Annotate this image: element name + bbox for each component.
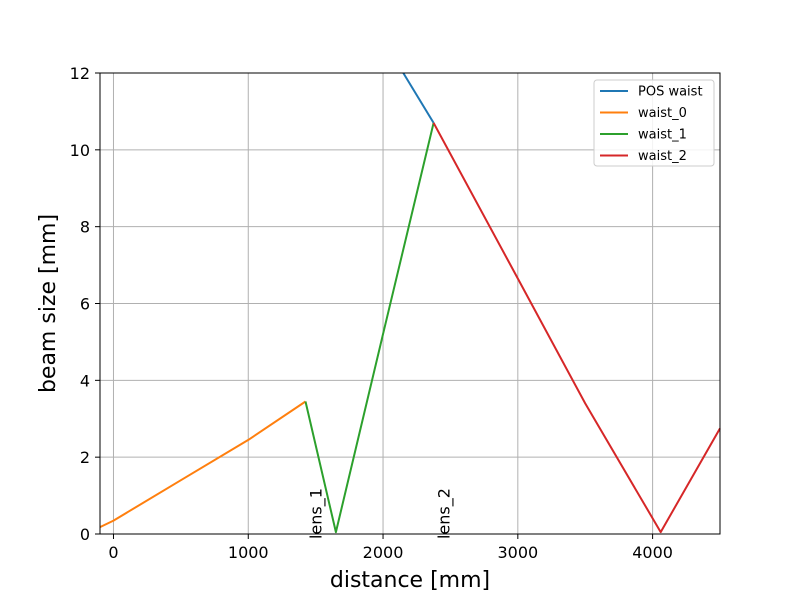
annotations: lens_1 lens_2 xyxy=(307,488,455,539)
legend-label: waist_1 xyxy=(638,128,687,143)
x-tick-label: 3000 xyxy=(497,543,538,562)
y-tick-label: 8 xyxy=(80,218,90,237)
y-tick-label: 0 xyxy=(80,525,90,544)
x-tick-label: 2000 xyxy=(363,543,404,562)
axis-ticks: 0 1000 2000 3000 4000 0 2 4 6 8 10 12 xyxy=(70,64,673,562)
x-tick-label: 0 xyxy=(108,543,118,562)
lens-annotation: lens_1 xyxy=(307,488,327,539)
y-tick-label: 12 xyxy=(70,64,90,83)
series-line-waist_2 xyxy=(432,122,721,534)
y-tick-label: 6 xyxy=(80,295,90,314)
series-line-waist_0 xyxy=(99,400,307,529)
y-axis-label: beam size [mm] xyxy=(36,214,61,393)
legend-label: waist_0 xyxy=(638,106,687,121)
y-tick-label: 10 xyxy=(70,141,90,160)
legend-label: waist_2 xyxy=(638,149,687,164)
series-line-pos-waist xyxy=(402,72,435,124)
x-tick-label: 4000 xyxy=(632,543,673,562)
series-line-waist_1 xyxy=(304,122,435,534)
x-tick-label: 1000 xyxy=(228,543,269,562)
y-tick-label: 2 xyxy=(80,448,90,467)
lens-annotation: lens_2 xyxy=(435,488,455,539)
legend-label: POS waist xyxy=(638,85,703,100)
x-axis-label: distance [mm] xyxy=(330,568,490,593)
legend-box xyxy=(593,79,715,167)
y-tick-label: 4 xyxy=(80,371,90,390)
series-lines xyxy=(99,72,721,534)
legend: POS waist waist_0 waist_1 waist_2 xyxy=(593,79,715,167)
